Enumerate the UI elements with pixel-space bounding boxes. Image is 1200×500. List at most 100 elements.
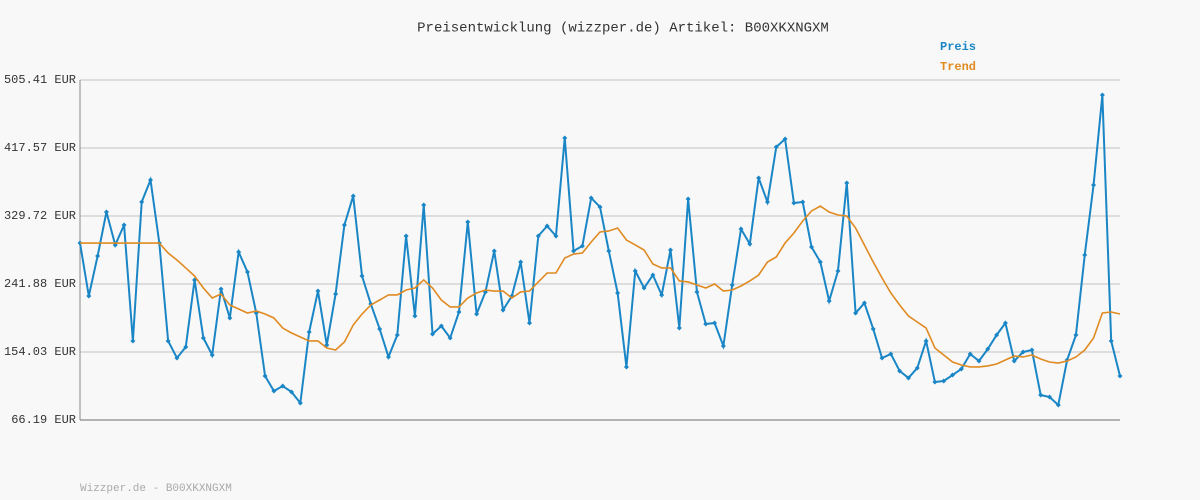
data-point xyxy=(130,338,136,344)
data-point xyxy=(738,226,744,232)
data-point xyxy=(535,233,541,239)
data-point xyxy=(174,355,180,361)
data-point xyxy=(1091,182,1097,188)
data-point xyxy=(870,326,876,332)
data-point xyxy=(764,199,770,205)
data-point xyxy=(853,310,859,316)
data-point xyxy=(377,326,383,332)
y-tick-label: 417.57 EUR xyxy=(4,141,76,155)
data-point xyxy=(1046,394,1052,400)
data-point xyxy=(650,272,656,278)
data-point xyxy=(1055,402,1061,408)
data-point xyxy=(165,338,171,344)
data-point xyxy=(844,180,850,186)
data-point xyxy=(800,199,806,205)
data-point xyxy=(782,136,788,142)
y-tick-label: 241.88 EUR xyxy=(4,277,76,291)
data-point xyxy=(676,325,682,331)
data-point xyxy=(306,329,312,335)
data-point xyxy=(244,269,250,275)
data-point xyxy=(227,315,233,321)
data-point xyxy=(694,289,700,295)
data-point xyxy=(289,389,295,395)
data-point xyxy=(685,196,691,202)
data-point xyxy=(641,285,647,291)
footer: Wizzper.de - B00XKXNGXM xyxy=(80,483,232,495)
data-point xyxy=(1020,349,1026,355)
data-point xyxy=(932,379,938,385)
series-line xyxy=(80,205,1121,368)
data-point xyxy=(659,292,665,298)
data-point xyxy=(262,373,268,379)
data-point xyxy=(588,195,594,201)
data-point xyxy=(148,177,154,183)
data-point xyxy=(809,244,815,250)
data-point xyxy=(1117,373,1123,379)
data-point xyxy=(526,320,532,326)
data-point xyxy=(86,293,92,299)
data-point xyxy=(333,291,339,297)
legend-label: Trend xyxy=(940,60,976,74)
data-point xyxy=(315,288,321,294)
data-point xyxy=(447,335,453,341)
data-point xyxy=(967,351,973,357)
data-point xyxy=(1082,252,1088,258)
data-point xyxy=(571,248,577,254)
data-point xyxy=(756,175,762,181)
data-point xyxy=(456,309,462,315)
data-point xyxy=(941,378,947,384)
data-point xyxy=(103,209,109,215)
data-point xyxy=(236,249,242,255)
data-point xyxy=(121,222,127,228)
y-tick-label: 505.41 EUR xyxy=(4,73,76,87)
data-point xyxy=(139,199,145,205)
data-point xyxy=(1011,358,1017,364)
data-point xyxy=(720,343,726,349)
y-tick-label: 66.19 EUR xyxy=(11,413,76,427)
data-point xyxy=(412,313,418,319)
data-point xyxy=(394,332,400,338)
data-point xyxy=(200,335,206,341)
data-point xyxy=(491,248,497,254)
data-point xyxy=(1108,338,1114,344)
data-point xyxy=(897,368,903,374)
data-point xyxy=(209,352,215,358)
data-point xyxy=(773,144,779,150)
y-tick-label: 154.03 EUR xyxy=(4,345,76,359)
chart-title: Preisentwicklung (wizzper.de) Artikel: B… xyxy=(417,21,829,37)
data-point xyxy=(791,200,797,206)
data-point xyxy=(597,204,603,210)
legend-label: Preis xyxy=(940,40,976,54)
data-point xyxy=(579,243,585,249)
data-point xyxy=(271,388,277,394)
data-point xyxy=(615,290,621,296)
data-point xyxy=(385,354,391,360)
data-point xyxy=(218,286,224,292)
data-point xyxy=(747,241,753,247)
data-point xyxy=(1073,332,1079,338)
data-point xyxy=(712,320,718,326)
data-point xyxy=(888,351,894,357)
data-point xyxy=(438,323,444,329)
data-point xyxy=(500,307,506,313)
data-point xyxy=(474,311,480,317)
data-point xyxy=(606,248,612,254)
data-point xyxy=(729,282,735,288)
data-point xyxy=(817,259,823,265)
data-point xyxy=(632,268,638,274)
data-point xyxy=(879,355,885,361)
y-tick-label: 329.72 EUR xyxy=(4,209,76,223)
data-point xyxy=(623,364,629,370)
data-point xyxy=(421,202,427,208)
data-point xyxy=(562,135,568,141)
data-point xyxy=(183,344,189,350)
data-point xyxy=(950,372,956,378)
data-point xyxy=(976,358,982,364)
data-point xyxy=(403,233,409,239)
data-point xyxy=(350,193,356,199)
data-point xyxy=(1099,92,1105,98)
data-point xyxy=(914,365,920,371)
data-point xyxy=(905,375,911,381)
